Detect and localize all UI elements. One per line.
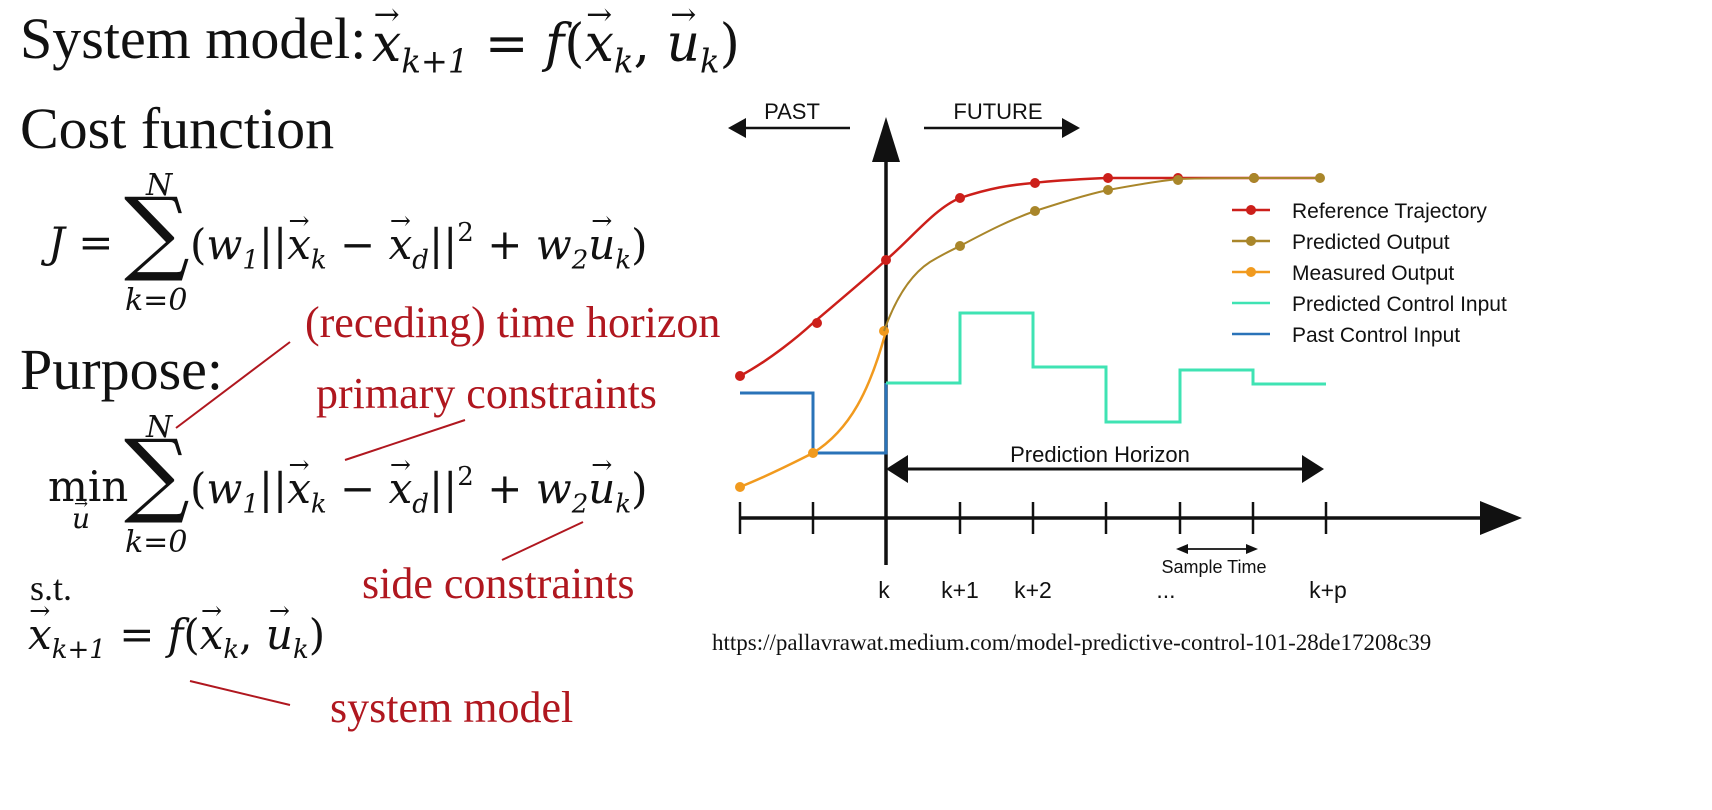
pointer-side-constraints (501, 521, 584, 561)
cost-function-body: (w1||xk − xd||2 + w2uk) (190, 218, 648, 275)
min-variable: u (72, 502, 90, 535)
system-model-title: System model: (20, 5, 366, 72)
legend-label-reference: Reference Trajectory (1292, 200, 1487, 223)
prediction-horizon-right-head (1302, 455, 1324, 483)
ref-point-4 (1030, 178, 1040, 188)
k-axis-arrow-head (872, 117, 900, 162)
pred-point-3 (1173, 175, 1183, 185)
prediction-horizon-left-head (886, 455, 908, 483)
reference-trajectory-line (739, 176, 1320, 378)
legend-item-measured-output: Measured Output (1232, 262, 1454, 285)
purpose-body: (w1||xk − xd||2 + w2uk) (190, 462, 648, 519)
predicted-output-points (955, 173, 1325, 251)
tick-label-k: k (878, 577, 890, 603)
ref-point-1 (812, 318, 822, 328)
cost-function-title-text: Cost function (20, 96, 335, 161)
annotation-primary-constraints: primary constraints (316, 369, 657, 418)
tick-label-k1: k+1 (941, 577, 979, 603)
pred-point-2 (1103, 185, 1113, 195)
pointer-primary-constraints (344, 419, 466, 461)
measured-output-points (735, 326, 889, 492)
cost-function-lhs: J = (48, 218, 114, 267)
sample-time-label: Sample Time (1161, 557, 1266, 577)
future-arrow-head (1062, 118, 1080, 138)
system-model-equation: xk+1 = f(xk, uk) (372, 14, 740, 80)
sample-time-left-head (1176, 544, 1188, 554)
annotation-side-constraints: side constraints (362, 559, 635, 608)
ref-point-2 (881, 255, 891, 265)
past-label: PAST (764, 99, 820, 124)
cost-sum-upper: N (146, 168, 173, 203)
annotation-time-horizon: (receding) time horizon (305, 298, 721, 347)
pred-point-4 (1249, 173, 1259, 183)
annotation-system-model: system model (330, 683, 574, 732)
cost-function-title: Cost function (20, 95, 334, 162)
tick-label-k2: k+2 (1014, 577, 1052, 603)
time-axis-arrow-head (1480, 501, 1522, 535)
pointer-time-horizon (175, 341, 291, 429)
legend-label-measured-output: Measured Output (1292, 262, 1454, 285)
sample-time-right-head (1246, 544, 1258, 554)
legend-label-predicted-control: Predicted Control Input (1292, 293, 1507, 316)
purpose-sum-lower: k=0 (125, 525, 188, 560)
purpose-sum-symbol: ∑ (124, 420, 190, 527)
legend-item-past-control: Past Control Input (1232, 324, 1460, 347)
legend: Reference Trajectory Predicted Output Me… (1232, 200, 1507, 347)
cost-sum-lower: k=0 (125, 283, 188, 318)
pointer-system-model (189, 680, 291, 706)
cost-sum-symbol: ∑ (124, 178, 190, 285)
legend-label-predicted-output: Predicted Output (1292, 231, 1450, 254)
predicted-output-line (883, 177, 1320, 332)
legend-item-predicted-control: Predicted Control Input (1232, 293, 1507, 316)
prediction-horizon-label: Prediction Horizon (1010, 442, 1190, 467)
legend-item-predicted-output: Predicted Output (1232, 231, 1450, 254)
tick-label-kp: k+p (1309, 577, 1347, 603)
constraint-equation: xk+1 = f(xk, uk) (28, 610, 325, 665)
purpose-sum-upper: N (146, 410, 173, 445)
ref-point-0 (735, 371, 745, 381)
tick-label-dots: ... (1156, 577, 1175, 603)
legend-label-past-control: Past Control Input (1292, 324, 1460, 347)
source-link[interactable]: https://pallavrawat.medium.com/model-pre… (712, 630, 1432, 655)
pred-point-5 (1315, 173, 1325, 183)
predicted-control-input (886, 311, 1326, 424)
ref-point-3 (955, 193, 965, 203)
pred-point-1 (1030, 206, 1040, 216)
future-label: FUTURE (953, 99, 1042, 124)
system-model-title-text: System model: (20, 6, 367, 71)
purpose-title: Purpose: (20, 336, 223, 403)
meas-point-1 (808, 448, 818, 458)
meas-point-0 (735, 482, 745, 492)
pred-point-0 (955, 241, 965, 251)
legend-item-reference: Reference Trajectory (1232, 200, 1487, 223)
min-variable-text: u (72, 502, 90, 535)
past-arrow-head (728, 118, 746, 138)
ref-point-5 (1103, 173, 1113, 183)
purpose-title-text: Purpose: (20, 337, 223, 402)
time-axis-ticks (738, 502, 1328, 534)
reference-trajectory-points (735, 173, 1259, 381)
measured-output-line (739, 330, 888, 489)
